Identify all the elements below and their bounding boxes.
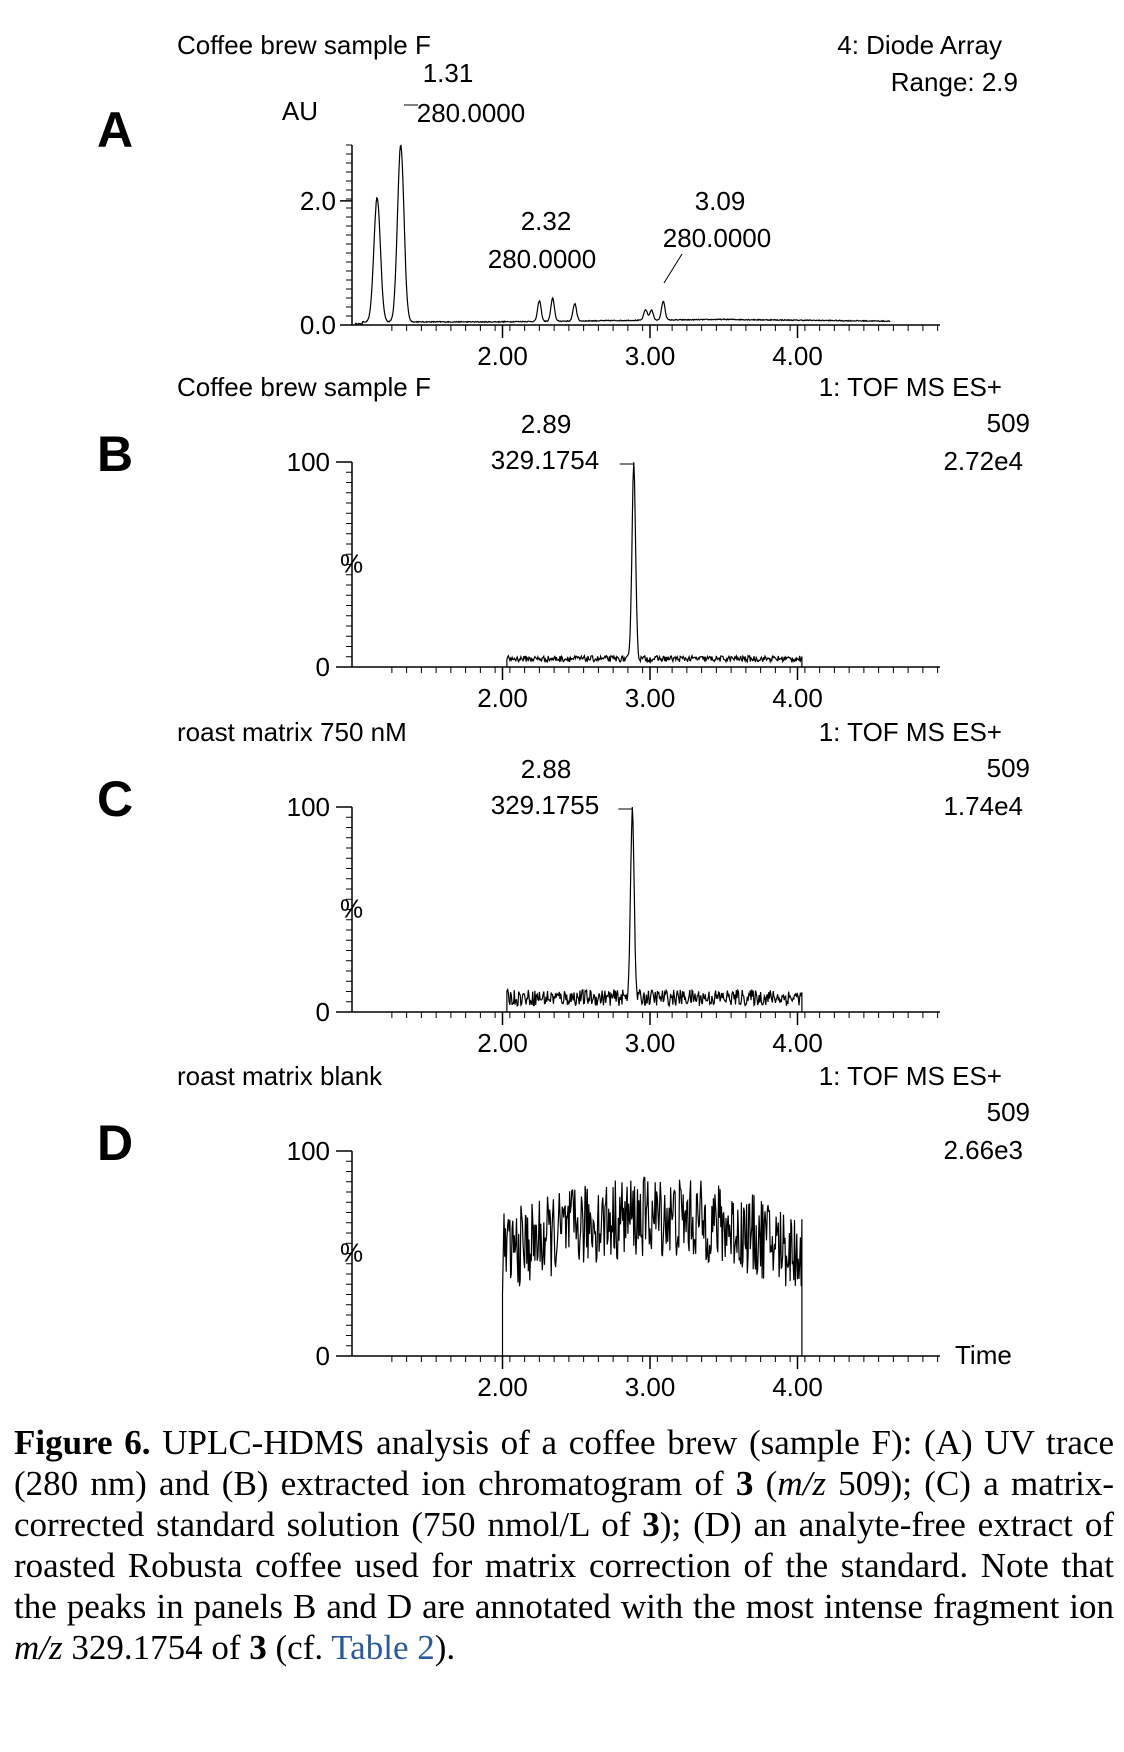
panel-C-ytick-label: 0 — [316, 997, 330, 1027]
panel-C-xtick-label: 3.00 — [625, 1028, 676, 1058]
caption-label: Figure 6. — [14, 1423, 151, 1462]
panel-A-peak-mz: 280.0000 — [488, 244, 596, 274]
panel-D-intensity: 2.66e3 — [943, 1135, 1023, 1165]
caption-text-4: ); (D) an analyte-free extract of roaste… — [14, 1505, 1114, 1626]
panel-D-detector: 1: TOF MS ES+ — [819, 1061, 1002, 1091]
panel-D-mass: 509 — [987, 1097, 1030, 1127]
panel-A-detector: 4: Diode Array — [837, 30, 1002, 60]
panel-A-ytick-label: 0.0 — [300, 310, 336, 340]
panel-C-peak-mz: 329.1755 — [491, 790, 599, 820]
panel-B-detector: 1: TOF MS ES+ — [819, 372, 1002, 402]
panel-D-xtick-label: 2.00 — [477, 1372, 528, 1402]
panel-A-ylabel: AU — [282, 96, 318, 126]
caption-text-2: ( — [753, 1464, 778, 1503]
panel-B-ytick-label: 100 — [287, 447, 330, 477]
panel-B-xtick-label: 2.00 — [477, 683, 528, 713]
panel-C-intensity: 1.74e4 — [943, 791, 1023, 821]
caption-compound-3: 3 — [249, 1628, 267, 1667]
panel-A-peak-rt: 1.31 — [423, 58, 474, 88]
panel-B-peak-mz: 329.1754 — [491, 445, 599, 475]
panel-C-ylabel: % — [340, 894, 363, 924]
panel-D-xtick-label: 3.00 — [625, 1372, 676, 1402]
panel-C-title: roast matrix 750 nM — [177, 717, 407, 747]
panel-A-peak-mz: 280.0000 — [663, 223, 771, 253]
panel-B-ytick-label: 0 — [316, 652, 330, 682]
panel-A-peak-leader — [663, 253, 683, 284]
panel-A-trace — [354, 144, 891, 325]
panel-D-ytick-label: 100 — [287, 1136, 330, 1166]
caption-text-7: ). — [434, 1628, 456, 1667]
panel-D-xtick-label: 4.00 — [772, 1372, 823, 1402]
panel-A-peak-mz: 280.0000 — [417, 98, 525, 128]
caption-mz-1: m/z — [777, 1464, 826, 1503]
panel-A-xtick-label: 2.00 — [477, 341, 528, 371]
panel-C-trace — [506, 806, 803, 1012]
caption-compound-2: 3 — [642, 1505, 660, 1544]
panel-D-xlabel: Time — [955, 1340, 1012, 1370]
caption-text-5: 329.1754 of — [62, 1628, 250, 1667]
panel-B-trace — [506, 462, 803, 667]
table-2-link[interactable]: Table 2 — [331, 1628, 435, 1667]
panel-A-xtick-label: 3.00 — [625, 341, 676, 371]
panel-B-title: Coffee brew sample F — [177, 372, 431, 402]
panel-A-peak-rt: 3.09 — [695, 186, 746, 216]
panel-C-xtick-label: 4.00 — [772, 1028, 823, 1058]
panel-A-title: Coffee brew sample F — [177, 30, 431, 60]
panel-letter-A: A — [97, 102, 133, 158]
panel-C-xtick-label: 2.00 — [477, 1028, 528, 1058]
panel-C-detector: 1: TOF MS ES+ — [819, 717, 1002, 747]
panel-B-ylabel: % — [340, 549, 363, 579]
chromatogram-figure: A Coffee brew sample F 4: Diode Array Range… — [97, 30, 1030, 1402]
panel-A-ytick-label: 2.0 — [300, 186, 336, 216]
figure-caption: Figure 6. UPLC-HDMS analysis of a coffee… — [14, 1422, 1114, 1668]
panel-D-trace — [501, 1176, 803, 1356]
panel-letter-D: D — [97, 1115, 133, 1171]
panel-C-peak-rt: 2.88 — [521, 754, 572, 784]
caption-mz-2: m/z — [14, 1628, 63, 1667]
panel-D-title: roast matrix blank — [177, 1061, 383, 1091]
panel-B-intensity: 2.72e4 — [943, 446, 1023, 476]
panel-B-xtick-label: 3.00 — [625, 683, 676, 713]
caption-compound-1: 3 — [735, 1464, 754, 1503]
panel-letter-B: B — [97, 426, 133, 482]
panel-A-peak-rt: 2.32 — [521, 206, 572, 236]
panel-B-xtick-label: 4.00 — [772, 683, 823, 713]
panel-C-ytick-label: 100 — [287, 792, 330, 822]
caption-text-6: (cf. — [266, 1628, 332, 1667]
caption-text-3: 509); (C) a matrix-corrected standard so… — [14, 1464, 1115, 1544]
panel-letter-C: C — [97, 771, 133, 827]
panel-A-range: Range: 2.9 — [891, 67, 1018, 97]
panel-D-ylabel: % — [340, 1238, 363, 1268]
caption-text-1: UPLC-HDMS analysis of a coffee brew (sam… — [14, 1423, 1114, 1503]
panel-C-mass: 509 — [987, 753, 1030, 783]
panel-A-xtick-label: 4.00 — [772, 341, 823, 371]
panel-B-peak-rt: 2.89 — [521, 409, 572, 439]
panel-B-mass: 509 — [987, 408, 1030, 438]
panel-D-ytick-label: 0 — [316, 1341, 330, 1371]
